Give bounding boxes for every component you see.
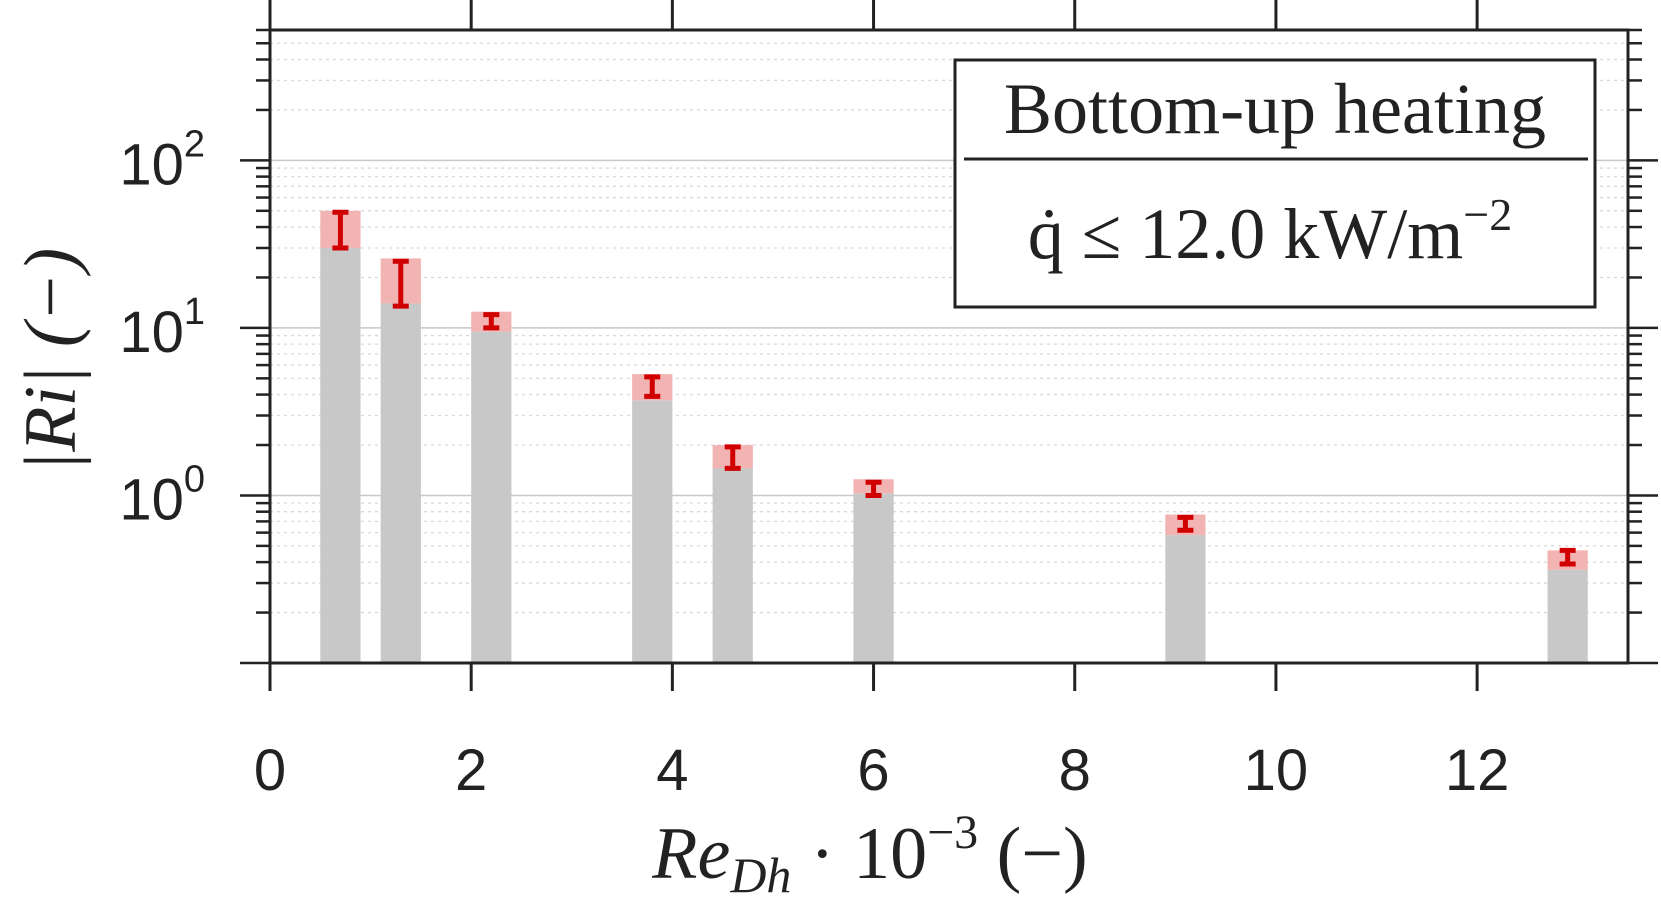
x-axis-label: ReDh · 10−3 (−) [651,806,1087,902]
bars [320,209,1588,663]
legend: Bottom-up heating q̇ ≤ 12.0 kW/m−2 [953,58,1597,309]
x-tick-label: 8 [1059,738,1091,803]
bar [471,331,512,663]
y-tick-label: 102 [119,123,205,197]
axes-box [268,28,1630,665]
x-tick-label: 6 [857,738,889,803]
x-tick-label: 2 [455,738,487,803]
x-tick-label: 4 [656,738,688,803]
bar [320,247,361,663]
bar [712,468,753,663]
legend-box [953,58,1597,309]
x-tick-label: 10 [1244,738,1309,803]
bar [1547,569,1588,663]
bar [853,493,894,663]
legend-line-1: Bottom-up heating [1004,69,1546,149]
x-tick-label: 0 [254,738,286,803]
x-tick-label: 12 [1445,738,1510,803]
legend-line-2: q̇ ≤ 12.0 kW/m−2 [1028,189,1512,274]
y-tick-label: 101 [119,291,205,365]
bar [380,303,421,663]
y-tick-label: 100 [119,458,205,532]
y-axis-label: |Ri| (−) [10,248,92,472]
bar [632,400,673,663]
tick-labels: 0 2 4 6 8 10 12 102 101 100 [119,123,1509,803]
axes [240,0,1658,691]
bar [1165,535,1206,663]
